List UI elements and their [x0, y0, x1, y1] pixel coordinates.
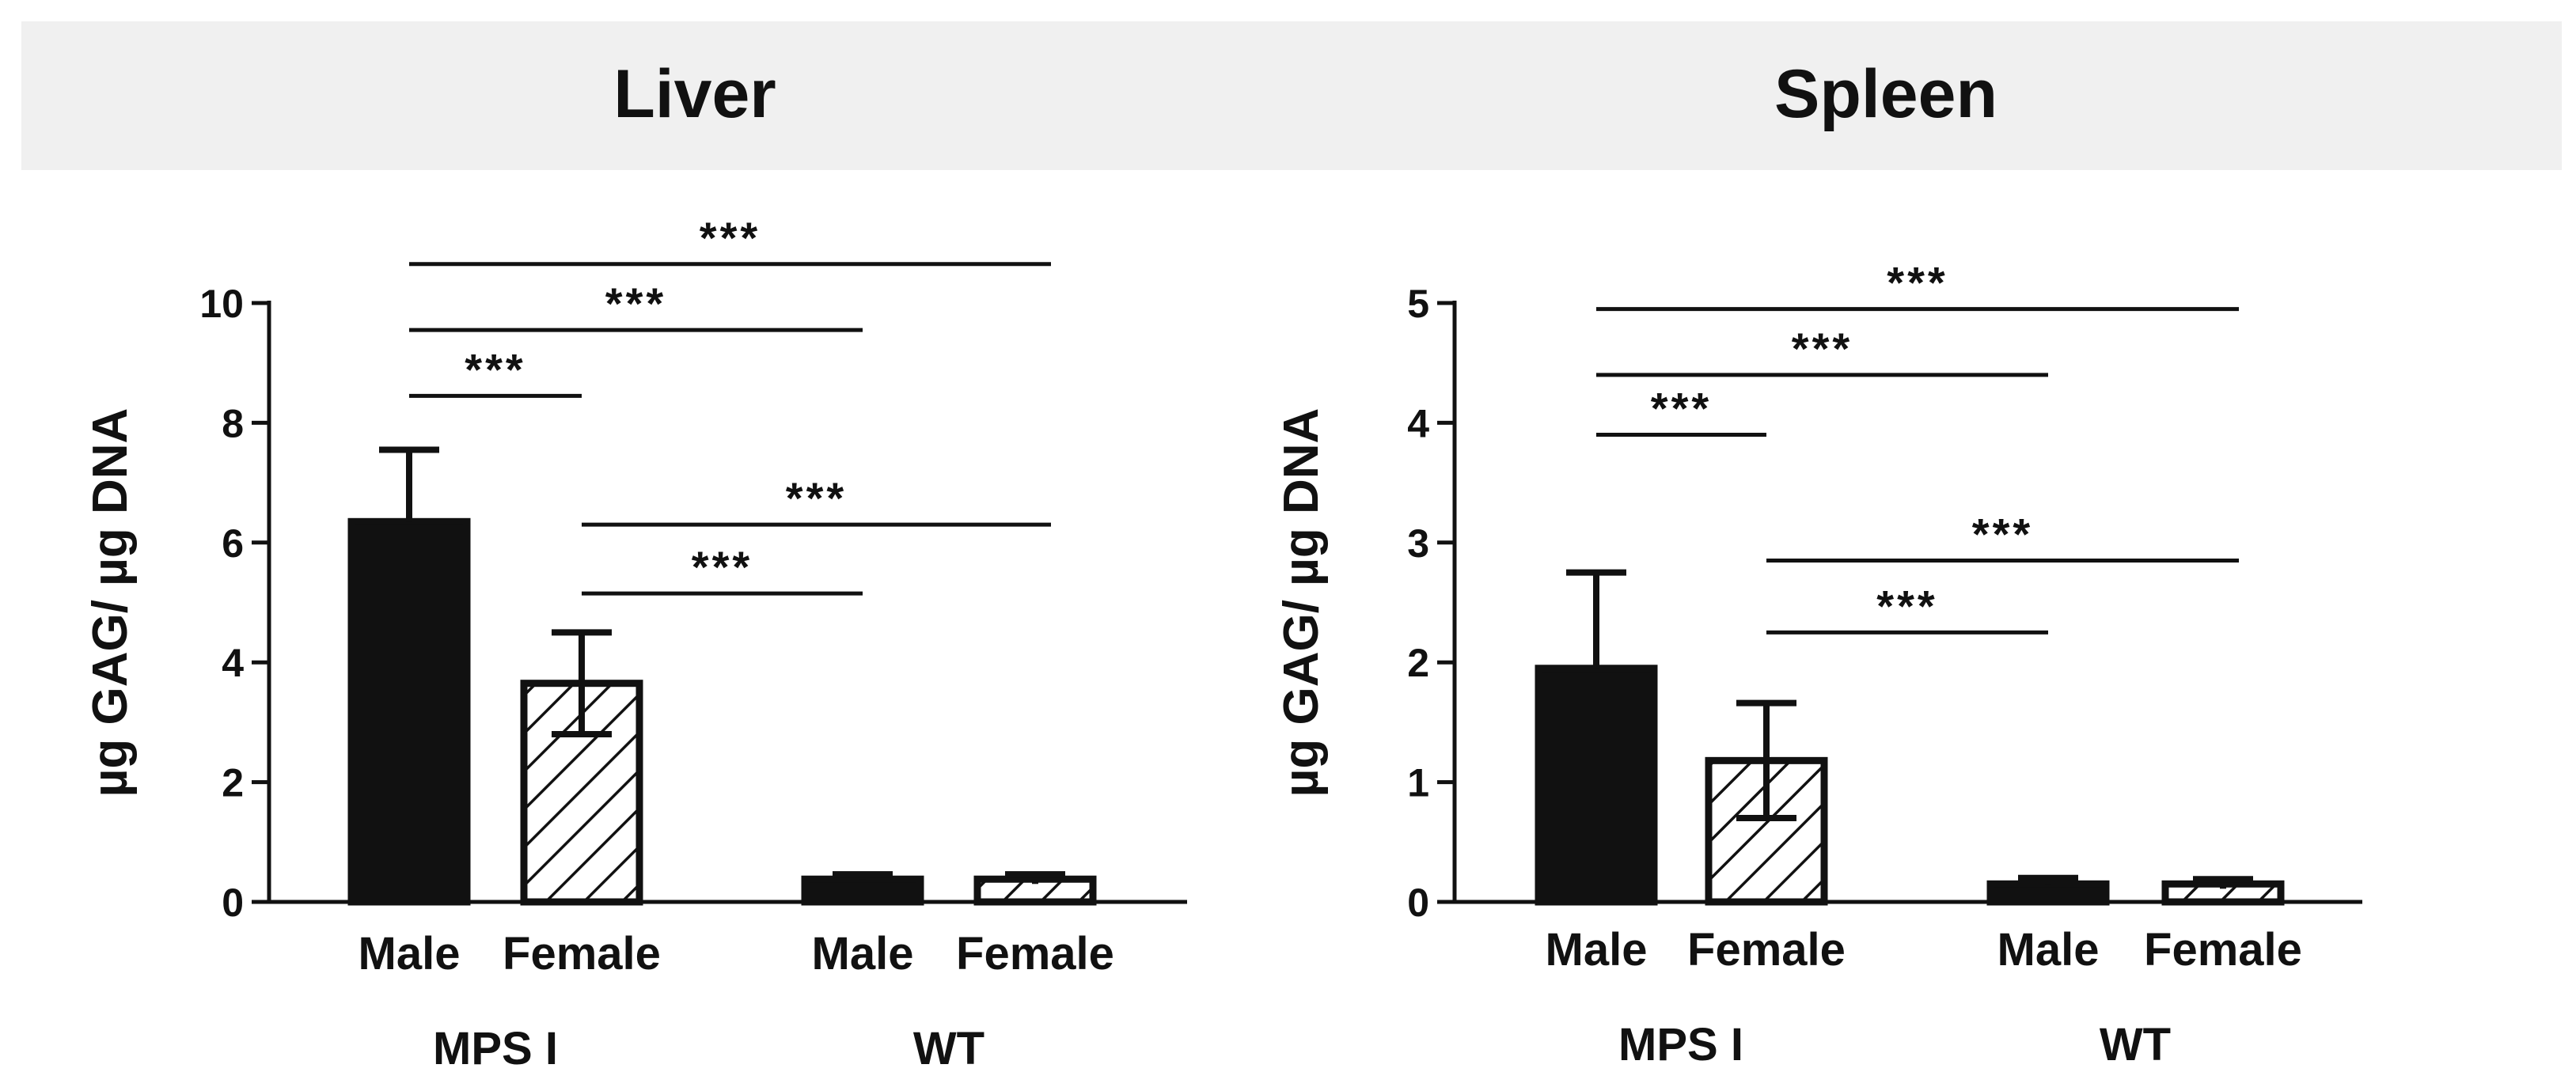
spleen-significance-label: *** — [1651, 384, 1712, 434]
spleen-bar-male-mpsi — [1535, 665, 1658, 906]
spleen-significance-label: *** — [1972, 510, 2033, 559]
spleen-y-tick-label: 4 — [1407, 401, 1429, 445]
liver-bar-male-mpsi — [347, 517, 471, 906]
liver-y-tick-label: 0 — [222, 881, 244, 925]
spleen-category-label: Female — [1687, 924, 1846, 975]
liver-y-axis-label: µg GAG/ µg DNA — [83, 408, 138, 797]
liver-category-label: Male — [359, 928, 461, 979]
liver-y-tick-label: 8 — [222, 401, 244, 445]
liver-significance-label: *** — [786, 473, 847, 523]
spleen-y-tick-label: 2 — [1407, 641, 1429, 685]
spleen-y-tick-label: 3 — [1407, 521, 1429, 566]
liver-y-tick-label: 10 — [199, 282, 244, 326]
liver-significance-label: *** — [692, 542, 753, 592]
liver-significance-label: *** — [465, 344, 525, 394]
spleen-y-tick-label: 1 — [1407, 761, 1429, 805]
liver-group-label: MPS I — [433, 1023, 558, 1074]
liver-category-label: Male — [812, 928, 914, 979]
liver-significance-label: *** — [700, 213, 761, 263]
spleen-category-label: Male — [1997, 924, 2100, 975]
liver-y-tick-label: 4 — [222, 641, 244, 685]
spleen-category-label: Female — [2144, 924, 2302, 975]
spleen-significance-label: *** — [1887, 258, 1948, 308]
spleen-significance-label: *** — [1792, 324, 1853, 373]
title-band — [21, 21, 2562, 170]
spleen-significance-label: *** — [1876, 581, 1937, 631]
liver-significance-label: *** — [605, 278, 666, 328]
spleen-group-label: MPS I — [1618, 1019, 1743, 1070]
spleen-category-label: Male — [1546, 924, 1648, 975]
liver-bar-male-wt — [801, 875, 924, 906]
spleen-y-axis-label: µg GAG/ µg DNA — [1274, 408, 1329, 797]
spleen-group-label: WT — [2100, 1019, 2171, 1070]
panel-title-spleen: Spleen — [1774, 56, 1997, 132]
liver-group-label: WT — [913, 1023, 984, 1074]
spleen-y-tick-label: 0 — [1407, 881, 1429, 925]
liver-y-tick-label: 6 — [222, 521, 244, 566]
liver-y-tick-label: 2 — [222, 761, 244, 805]
panel-title-liver: Liver — [613, 56, 776, 132]
liver-category-label: Female — [956, 928, 1114, 979]
spleen-bar-male-wt — [1986, 880, 2110, 906]
spleen-y-tick-label: 5 — [1407, 282, 1429, 326]
liver-category-label: Female — [503, 928, 661, 979]
